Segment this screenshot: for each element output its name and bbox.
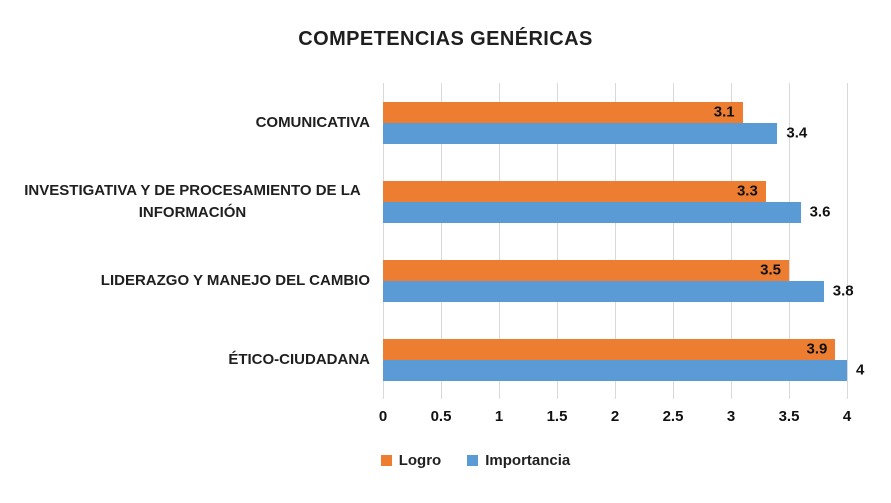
bar-importancia-1: 3.6: [383, 201, 830, 223]
x-tick-label-2: 2: [610, 408, 620, 425]
bar-group-3: 3.9 4: [383, 320, 864, 399]
gridline-2.5: [673, 83, 674, 399]
x-tick-label-2.5: 2.5: [662, 408, 684, 425]
bar-logro-3: 3.9: [383, 338, 836, 360]
legend-label-logro: Logro: [398, 452, 442, 469]
x-tick-label-3: 3: [726, 408, 736, 425]
gridline-1.5: [557, 83, 558, 399]
x-tick-label-4: 4: [842, 408, 852, 425]
x-tick-label-3.5: 3.5: [778, 408, 800, 425]
value-label-importancia-1: 3.6: [809, 203, 831, 221]
category-label-1: INVESTIGATIVA Y DE PROCESAMIENTO DE LA I…: [24, 181, 361, 221]
value-label-logro-0: 3.1: [713, 103, 735, 121]
legend-swatch-importancia: [467, 455, 479, 466]
bar-logro-1: 3.3: [383, 180, 766, 202]
category-axis-labels: COMUNICATIVA INVESTIGATIVA Y DE PROCESAMI…: [0, 83, 370, 399]
gridline-2: [615, 83, 616, 399]
value-label-importancia-2: 3.8: [832, 282, 854, 300]
value-label-importancia-3: 4: [856, 361, 865, 379]
chart-title: COMPETENCIAS GENÉRICAS: [298, 28, 593, 50]
category-label-row-3: ÉTICO-CIUDADANA: [0, 320, 370, 399]
x-axis: 0 0.5 1 1.5 2 2.5 3 3.5 4: [379, 399, 851, 431]
bar-group-0: 3.1 3.4: [383, 83, 847, 162]
gridline-3: [731, 83, 732, 399]
gridline-4: [847, 83, 848, 399]
bar-importancia-3: 4: [383, 359, 864, 381]
value-label-logro-2: 3.5: [760, 261, 781, 279]
value-label-logro-1: 3.3: [736, 182, 758, 200]
category-label-row-1: INVESTIGATIVA Y DE PROCESAMIENTO DE LA I…: [0, 162, 370, 241]
bar-logro-2: 3.5: [383, 259, 789, 281]
category-label-0: COMUNICATIVA: [255, 113, 370, 131]
value-label-logro-3: 3.9: [806, 340, 828, 358]
legend-item-logro: Logro: [380, 452, 442, 469]
legend-item-importancia: Importancia: [467, 452, 570, 469]
x-tick-label-0.5: 0.5: [430, 408, 452, 425]
bar-group-1: 3.3 3.6: [383, 162, 847, 241]
value-label-importancia-0: 3.4: [786, 124, 808, 142]
legend-label-importancia: Importancia: [485, 452, 571, 469]
category-label-row-2: LIDERAZGO Y MANEJO DEL CAMBIO: [0, 241, 370, 320]
x-tick-label-0: 0: [378, 408, 388, 425]
bar-logro-0: 3.1: [383, 101, 743, 123]
x-tick-label-1: 1: [494, 408, 504, 425]
bar-group-2: 3.5 3.8: [383, 241, 854, 320]
category-label-row-0: COMUNICATIVA: [0, 83, 370, 162]
gridline-3.5: [789, 83, 790, 399]
bar-importancia-2: 3.8: [383, 280, 854, 302]
gridline-0: [383, 83, 384, 399]
plot-area: 3.1 3.4 3.3 3.6 3.5 3.8 3.9 4: [383, 83, 864, 399]
category-label-3: ÉTICO-CIUDADANA: [228, 350, 370, 368]
legend-swatch-logro: [380, 455, 392, 466]
legend: Logro Importancia: [30, 452, 891, 469]
bar-importancia-0: 3.4: [383, 122, 807, 144]
gridline-1: [499, 83, 500, 399]
category-label-2: LIDERAZGO Y MANEJO DEL CAMBIO: [100, 271, 370, 289]
gridline-0.5: [441, 83, 442, 399]
x-tick-label-1.5: 1.5: [546, 408, 568, 425]
